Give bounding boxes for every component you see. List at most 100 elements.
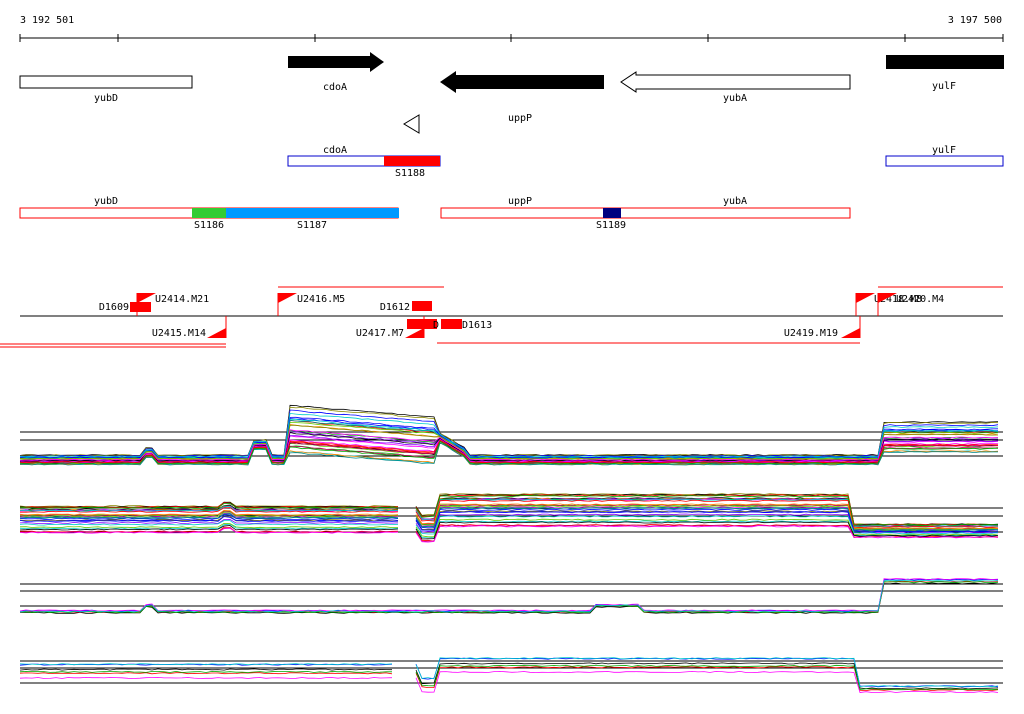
expression-trace — [19, 516, 399, 522]
feature-label-U2418: U2418.M8 — [874, 294, 922, 305]
expression-trace — [19, 527, 399, 534]
expression-trace — [415, 521, 999, 540]
expression-trace — [19, 439, 999, 464]
terminator-D1612[interactable] — [412, 301, 432, 311]
feature-track: U2414.M21 D1609 U2416.M5 D1612 U2418.M8 … — [0, 286, 1003, 348]
transcript-label-yulF: yulF — [932, 145, 956, 156]
feature-label-U2414: U2414.M21 — [155, 294, 209, 305]
expression-trace — [415, 666, 999, 692]
gene-annotation-track: yubD cdoA uppP yubA yulF — [19, 52, 1004, 134]
expression-trace — [20, 424, 999, 460]
gene-yulF[interactable] — [886, 55, 1004, 69]
expression-trace — [19, 409, 999, 458]
expression-trace — [19, 417, 998, 459]
expression-trace — [19, 418, 999, 459]
promoter-flag-U2415[interactable] — [207, 328, 226, 338]
feature-label-D1613: D1613 — [462, 320, 492, 331]
terminator-D1609[interactable] — [130, 302, 151, 312]
segment-label-S1188: S1188 — [395, 168, 425, 179]
expression-trace — [19, 527, 399, 534]
expression-trace — [19, 663, 393, 666]
gene-yubA[interactable] — [620, 71, 851, 93]
expression-trace — [19, 505, 399, 512]
expression-trace — [19, 581, 999, 614]
feature-label-U2415: U2415.M14 — [152, 328, 206, 339]
feature-label-U2420: U2420.M4 — [896, 294, 944, 305]
expression-trace — [415, 662, 999, 690]
segment-S1186[interactable] — [192, 208, 226, 218]
gene-uppP[interactable] — [440, 71, 604, 93]
expression-trace — [19, 511, 399, 518]
expression-trace — [19, 580, 999, 613]
expression-trace — [415, 503, 999, 530]
expression-trace — [415, 499, 999, 528]
expression-trace — [19, 502, 399, 509]
feature-label-D1612: D1612 — [380, 302, 410, 313]
ruler-ticks — [19, 34, 1004, 42]
terminator-D-fragment[interactable] — [407, 319, 437, 329]
gene-cdoA[interactable] — [288, 52, 384, 72]
expression-trace — [19, 424, 999, 460]
promoter-flag-U2414[interactable] — [137, 293, 156, 303]
promoter-flag-U2420[interactable] — [878, 293, 897, 303]
coordinate-start: 3 192 501 — [20, 15, 74, 26]
promoter-flag-U2419[interactable] — [841, 328, 860, 338]
segment-label-S1187: S1187 — [297, 220, 327, 231]
promoter-flag-U2417[interactable] — [405, 328, 424, 338]
transcript-label-yubA: yubA — [723, 196, 747, 207]
expression-trace — [19, 416, 999, 459]
transcript-label-uppP: uppP — [508, 196, 532, 207]
gene-label-yulF: yulF — [932, 81, 956, 92]
gene-yubD[interactable] — [19, 75, 193, 89]
expression-trace — [19, 501, 399, 508]
gene-label-uppP: uppP — [508, 113, 532, 124]
strand-arrow-icon — [403, 114, 420, 134]
expression-trace — [19, 440, 999, 465]
expression-trace — [19, 577, 999, 612]
expression-trace — [415, 495, 999, 526]
feature-label-D-fragment: D — [433, 320, 439, 331]
expression-trace — [19, 509, 399, 516]
feature-label-U2417: U2417.M7 — [356, 328, 404, 339]
segment-S1189[interactable] — [603, 208, 621, 218]
expression-trace — [415, 670, 999, 693]
transcript-uppP-yubA[interactable] — [440, 207, 851, 219]
feature-label-U2416: U2416.M5 — [297, 294, 345, 305]
expression-trace — [19, 582, 999, 614]
expression-trace — [19, 579, 999, 613]
expression-trace — [19, 421, 999, 460]
promoter-flag-U2418[interactable] — [856, 293, 875, 303]
expression-trace — [19, 523, 399, 530]
gene-label-cdoA: cdoA — [323, 82, 347, 93]
expression-track-1 — [19, 404, 999, 466]
terminator-D1613[interactable] — [441, 319, 462, 329]
expression-track-2 — [19, 493, 999, 543]
expression-trace — [19, 442, 999, 466]
segment-S1188[interactable] — [384, 156, 440, 166]
transcript-track-2: yubD S1186 S1187 uppP yubA S1189 — [19, 196, 851, 231]
expression-trace — [415, 515, 999, 535]
gene-label-yubA: yubA — [723, 93, 747, 104]
expression-trace — [19, 668, 393, 671]
segment-S1187[interactable] — [226, 208, 399, 218]
segment-label-S1186: S1186 — [194, 220, 224, 231]
expression-trace — [415, 494, 999, 526]
expression-trace — [19, 520, 399, 526]
expression-trace — [19, 525, 399, 531]
feature-label-U2419: U2419.M19 — [784, 328, 838, 339]
transcript-yulF[interactable] — [885, 155, 1004, 167]
feature-label-D1609: D1609 — [99, 302, 129, 313]
coordinate-ruler: 3 192 501 3 197 500 — [19, 15, 1004, 42]
expression-trace — [19, 522, 399, 529]
gene-label-yubD: yubD — [94, 93, 118, 104]
expression-trace — [19, 514, 399, 521]
expression-track-3 — [19, 577, 999, 614]
expression-trace — [415, 525, 998, 543]
segment-label-S1189: S1189 — [596, 220, 626, 231]
promoter-flag-U2416[interactable] — [278, 293, 297, 303]
expression-trace — [19, 518, 399, 525]
transcript-label-cdoA: cdoA — [323, 145, 347, 156]
transcript-label-yubD: yubD — [94, 196, 118, 207]
